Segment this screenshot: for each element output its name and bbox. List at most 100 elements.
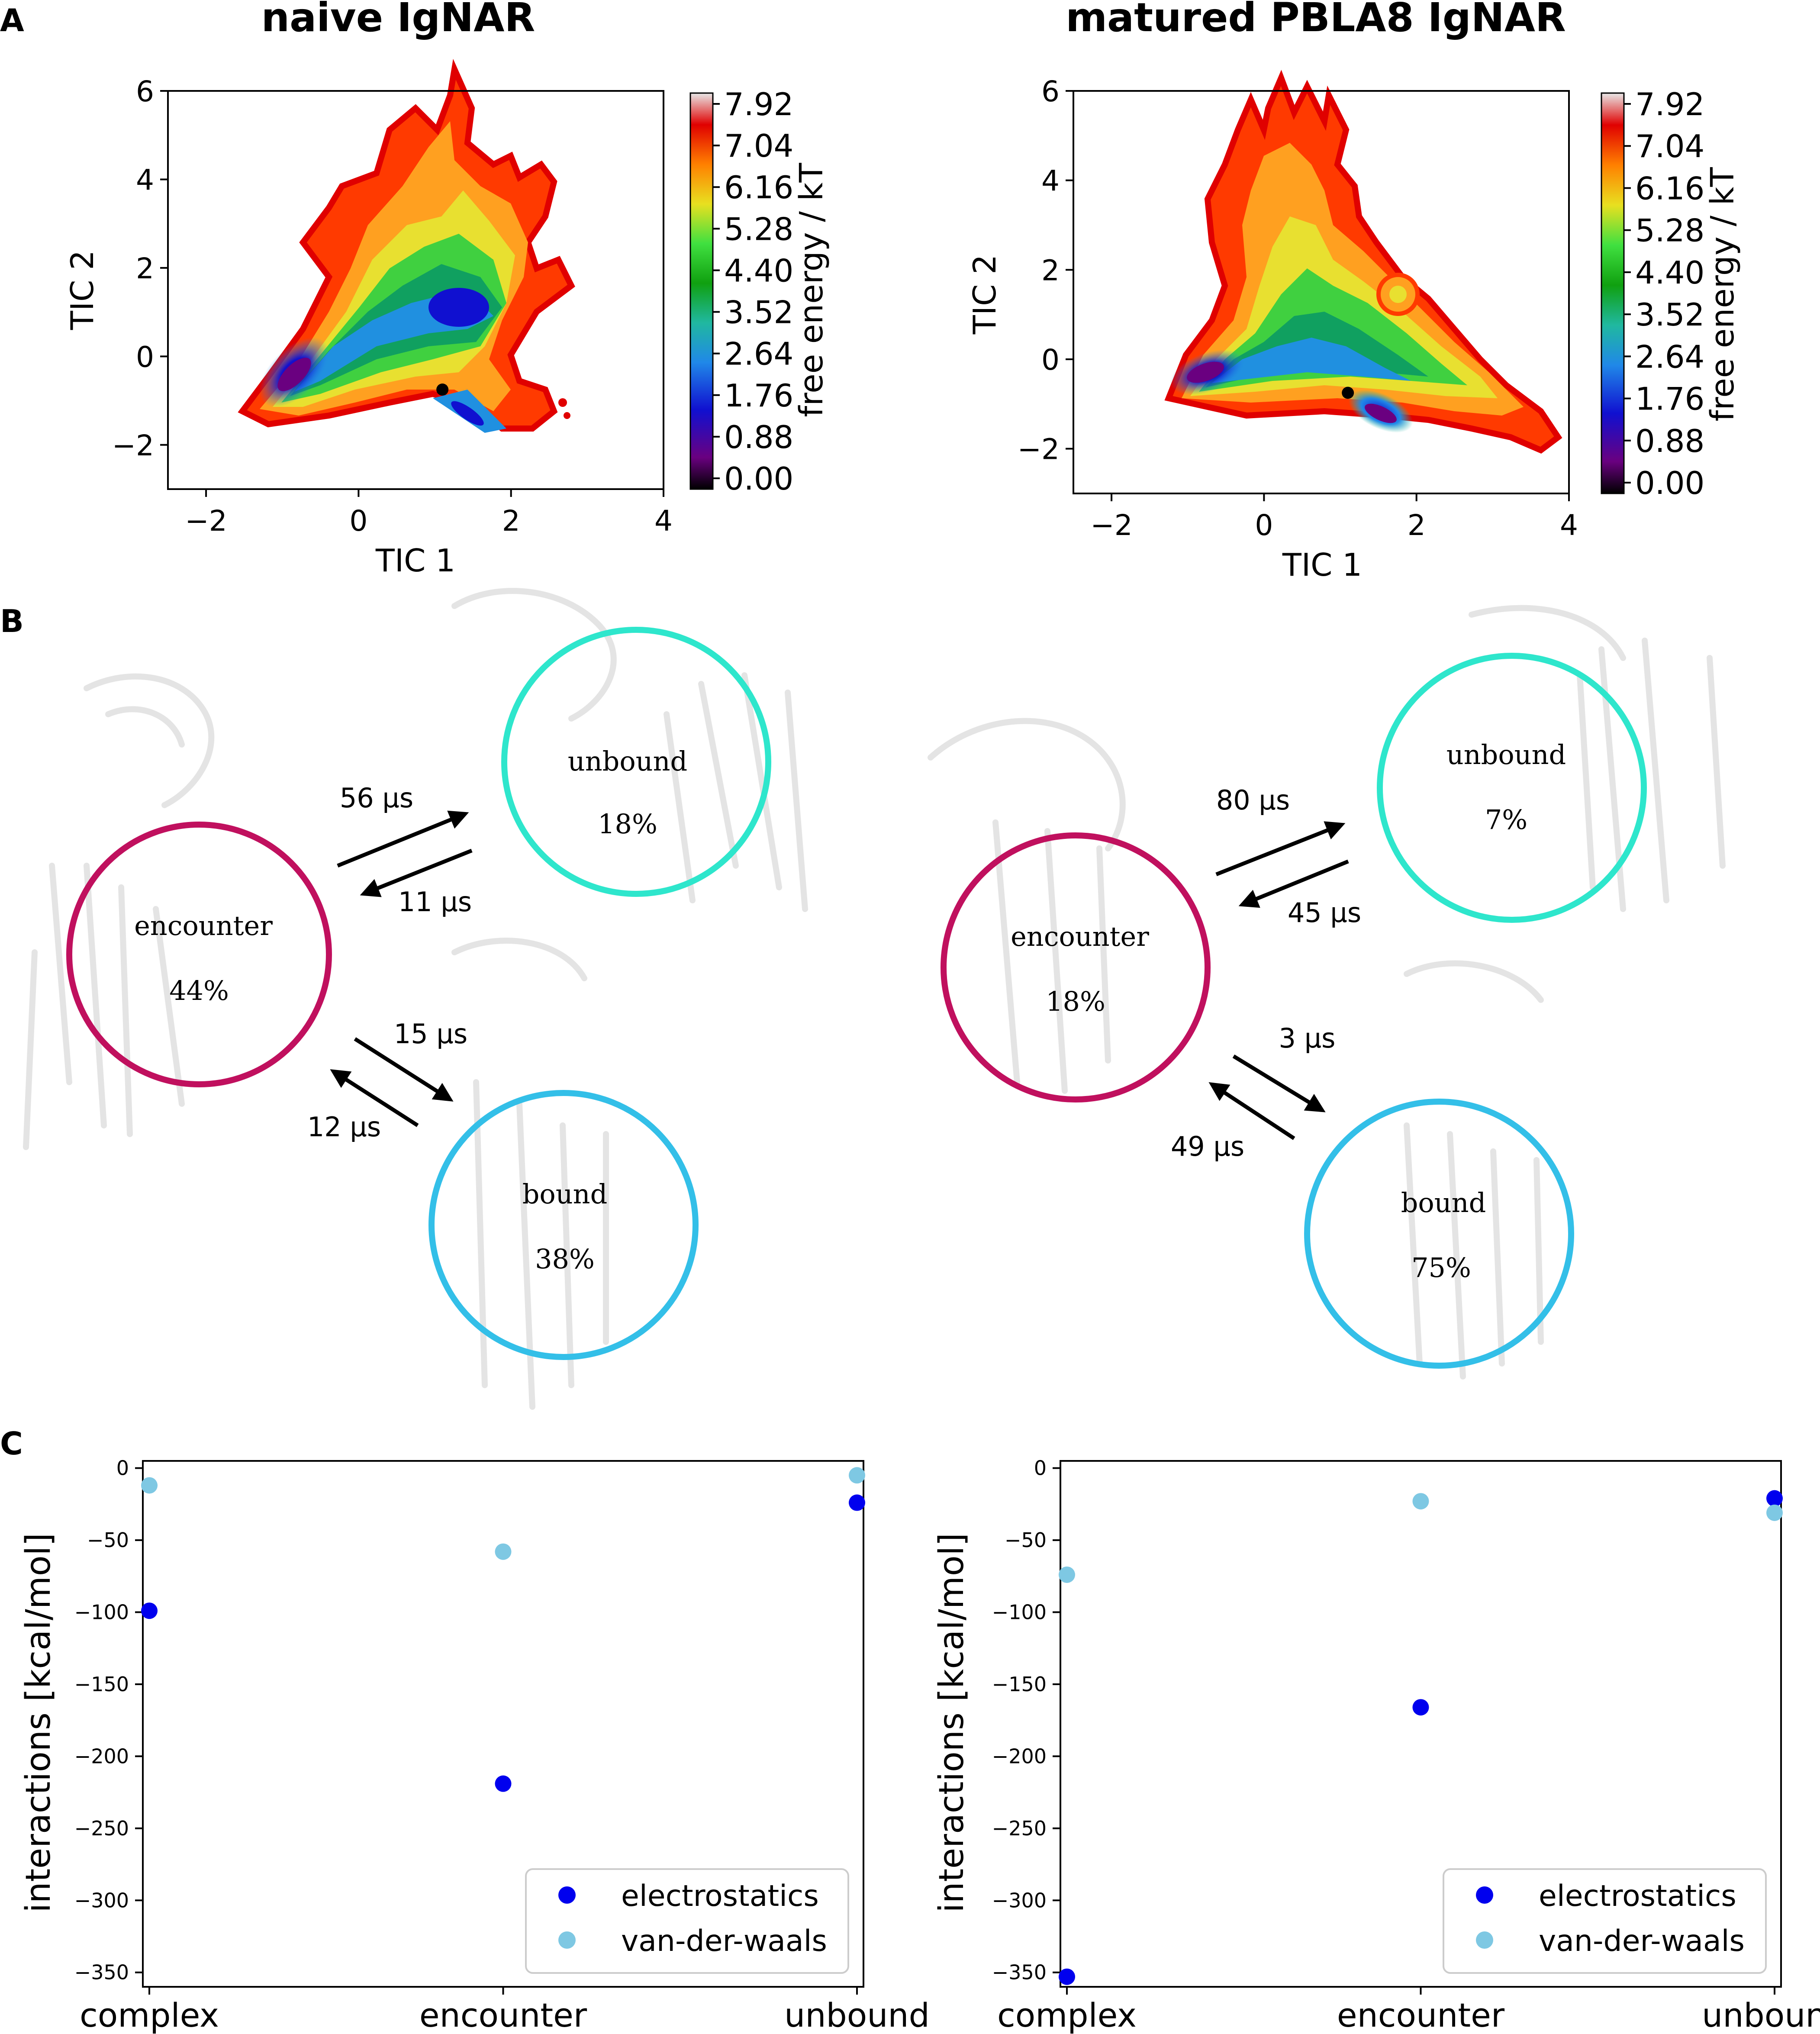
colorbar-tick-label: 5.28 xyxy=(1635,213,1704,249)
rate-arrow xyxy=(1208,1082,1295,1140)
encounter-state-label: encounter xyxy=(1011,921,1149,952)
y-ticks: 6 4 2 0 −2 xyxy=(1018,75,1073,466)
colorbar-tick-label: 7.92 xyxy=(1635,86,1704,122)
legend-label-vdw: van-der-waals xyxy=(1539,1924,1745,1958)
x-tick-label: complex xyxy=(80,1996,219,2034)
y-ticks: 0 −50 −100 −150 −200 −250 −300 −350 xyxy=(74,1457,143,1984)
encounter-state-pct: 18% xyxy=(1046,986,1105,1017)
bound-state-pct: 38% xyxy=(535,1243,595,1275)
data-points xyxy=(1059,1490,1783,1985)
x-axis-label: TIC 1 xyxy=(1282,547,1362,583)
electrostatics-point-encounter xyxy=(1412,1699,1429,1716)
colorbar-tick-label: 5.28 xyxy=(724,211,793,247)
bound-state-ring xyxy=(1304,1099,1574,1369)
y-tick-label: −50 xyxy=(1005,1528,1047,1552)
y-tick-label: −350 xyxy=(74,1961,129,1984)
vdw-point-encounter xyxy=(1412,1493,1429,1510)
x-tick-label: −2 xyxy=(185,504,227,538)
legend-label-vdw: van-der-waals xyxy=(621,1924,827,1958)
colorbar-label: free energy / kT xyxy=(1704,167,1741,422)
rate-arrow xyxy=(360,848,473,897)
y-tick-label: −350 xyxy=(992,1961,1047,1984)
x-tick-label: 4 xyxy=(1560,509,1578,542)
encounter-state-ring xyxy=(941,832,1211,1102)
x-tick-label: 4 xyxy=(654,504,673,538)
x-tick-label: 2 xyxy=(1408,509,1426,542)
y-tick-label: −50 xyxy=(87,1528,129,1552)
y-tick-label: 6 xyxy=(136,75,154,108)
free-energy-surface xyxy=(1164,70,1562,454)
heatmap-matured: matured PBLA8 IgNAR 6 4 2 0 −2 −2 0 2 4 TIC 1 T… xyxy=(966,0,1741,583)
x-tick-label: −2 xyxy=(1090,509,1132,542)
x-tick-label: encounter xyxy=(419,1996,587,2034)
y-tick-label: −300 xyxy=(74,1889,129,1912)
colorbar-tick-label: 6.16 xyxy=(1635,170,1704,206)
y-ticks: 0 −50 −100 −150 −200 −250 −300 −350 xyxy=(992,1457,1060,1984)
unbound-state-label: unbound xyxy=(568,745,687,777)
encounter-state-ring xyxy=(66,822,332,1087)
state-marker xyxy=(436,384,449,396)
colorbar-tick-label: 1.76 xyxy=(724,377,793,414)
bound-state-label: bound xyxy=(1401,1187,1486,1218)
vdw-point-encounter xyxy=(495,1543,512,1560)
y-tick-label: −300 xyxy=(992,1889,1047,1912)
colorbar-tick-label: 6.16 xyxy=(724,169,793,206)
encounter-state-pct: 44% xyxy=(169,975,229,1006)
x-tick-label: 0 xyxy=(349,504,367,538)
state-diagram-matured: encounter 18% unbound 7% bound 75% 80 μs… xyxy=(941,653,1647,1369)
bound-state-ring xyxy=(428,1090,699,1360)
vdw-point-unbound xyxy=(1766,1504,1783,1521)
rate-arrow xyxy=(1232,1054,1326,1112)
colorbar-tick-label: 2.64 xyxy=(1635,338,1704,375)
bound-state-pct: 75% xyxy=(1411,1252,1471,1283)
electrostatics-point-unbound xyxy=(849,1494,865,1511)
encounter-state-label: encounter xyxy=(134,910,273,941)
rate-label: 11 μs xyxy=(398,886,472,918)
y-tick-label: −200 xyxy=(74,1744,129,1768)
rate-arrow xyxy=(1215,821,1346,877)
colorbar-ticks: 7.92 7.04 6.16 5.28 4.40 3.52 2.64 1.76 0.88 0.00 xyxy=(1624,86,1704,501)
bound-state-label: bound xyxy=(522,1178,608,1210)
y-tick-label: 0 xyxy=(136,340,154,374)
y-tick-label: 6 xyxy=(1041,75,1060,108)
x-tick-label: 2 xyxy=(502,504,520,538)
y-tick-label: 2 xyxy=(1041,254,1060,287)
x-tick-label: 0 xyxy=(1255,509,1273,542)
state-marker xyxy=(1342,387,1354,399)
colorbar-tick-label: 0.88 xyxy=(724,419,793,455)
y-tick-label: −150 xyxy=(74,1673,129,1696)
unbound-state-ring xyxy=(1377,653,1647,923)
y-axis-label: interactions [kcal/mol] xyxy=(19,1533,58,1912)
colorbar-tick-label: 1.76 xyxy=(1635,381,1704,417)
colorbar-tick-label: 7.04 xyxy=(724,128,793,164)
panel-label-a: A xyxy=(0,2,24,39)
legend-label-electrostatics: electrostatics xyxy=(621,1879,819,1913)
vdw-point-complex xyxy=(1059,1566,1075,1583)
interaction-scatter-matured: 0 −50 −100 −150 −200 −250 −300 −350 complex enco… xyxy=(932,1457,1820,2034)
panel-label-b: B xyxy=(0,603,24,639)
rate-arrow xyxy=(354,1037,454,1102)
heatmap-axes xyxy=(167,90,664,490)
y-tick-label: −150 xyxy=(992,1673,1047,1696)
y-tick-label: −100 xyxy=(992,1601,1047,1624)
electrostatics-point-complex xyxy=(141,1602,158,1619)
y-axis-label: TIC 2 xyxy=(64,250,100,330)
y-tick-label: −250 xyxy=(74,1817,129,1840)
x-tick-label: unbound xyxy=(1702,1996,1820,2034)
x-ticks: complex encounter unbound xyxy=(80,1987,930,2034)
data-points xyxy=(141,1467,865,1792)
y-tick-label: −2 xyxy=(1018,433,1060,466)
rate-label: 15 μs xyxy=(394,1018,467,1050)
heatmap-naive: naive IgNAR 6 4 2 0 −2 −2 0 2 4 TIC 1 TIC 2 7.9… xyxy=(64,0,830,579)
colorbar-label: free energy / kT xyxy=(793,163,830,417)
colorbar xyxy=(1601,92,1625,494)
legend: electrostatics van-der-waals xyxy=(525,1868,849,1974)
legend-marker-vdw xyxy=(1476,1931,1493,1949)
unbound-state-ring xyxy=(501,627,771,897)
y-axis-label: TIC 2 xyxy=(966,255,1003,335)
interaction-scatter-naive: 0 −50 −100 −150 −200 −250 −300 −350 complex enco… xyxy=(19,1457,930,2034)
unbound-state-pct: 7% xyxy=(1485,804,1527,835)
x-ticks: −2 0 2 4 xyxy=(1090,493,1578,542)
y-tick-label: 0 xyxy=(116,1457,129,1480)
electrostatics-point-encounter xyxy=(495,1775,512,1792)
